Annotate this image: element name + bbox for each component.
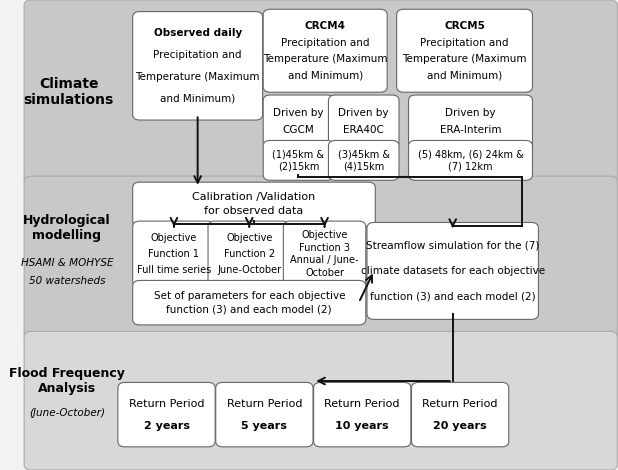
Text: Precipitation and: Precipitation and: [420, 38, 509, 47]
Text: Precipitation and: Precipitation and: [153, 50, 242, 60]
Text: Return Period: Return Period: [129, 399, 205, 408]
Text: Flood Frequency
Analysis: Flood Frequency Analysis: [9, 367, 125, 395]
Text: ERA-Interim: ERA-Interim: [440, 125, 501, 135]
Text: Hydrological
modelling: Hydrological modelling: [23, 214, 111, 242]
FancyBboxPatch shape: [263, 141, 334, 180]
Text: and Minimum): and Minimum): [287, 70, 363, 80]
Text: Objective: Objective: [302, 230, 348, 240]
Text: Driven by: Driven by: [445, 108, 496, 118]
Text: (4)15km: (4)15km: [343, 161, 384, 172]
Text: Temperature (Maximum: Temperature (Maximum: [402, 54, 527, 64]
Text: 2 years: 2 years: [143, 421, 190, 431]
Text: Annual / June-: Annual / June-: [290, 255, 359, 265]
Text: October: October: [305, 267, 344, 278]
Text: 20 years: 20 years: [433, 421, 487, 431]
FancyBboxPatch shape: [397, 9, 533, 92]
Text: Objective: Objective: [151, 233, 197, 243]
FancyBboxPatch shape: [216, 383, 313, 447]
FancyBboxPatch shape: [133, 281, 366, 325]
Text: ERA40C: ERA40C: [343, 125, 384, 135]
Text: Temperature (Maximum: Temperature (Maximum: [263, 54, 387, 64]
FancyBboxPatch shape: [408, 95, 533, 148]
Text: 50 watersheds: 50 watersheds: [28, 276, 105, 286]
Text: CGCM: CGCM: [282, 125, 315, 135]
Text: Function 3: Function 3: [299, 243, 350, 253]
Text: Precipitation and: Precipitation and: [281, 38, 370, 47]
Text: Return Period: Return Period: [324, 399, 400, 408]
Text: for observed data: for observed data: [205, 206, 303, 216]
Text: Set of parameters for each objective: Set of parameters for each objective: [153, 291, 345, 301]
Text: function (3) and each model (2): function (3) and each model (2): [370, 291, 536, 301]
FancyBboxPatch shape: [263, 95, 334, 148]
FancyBboxPatch shape: [284, 221, 366, 287]
Text: HSAMI & MOHYSE: HSAMI & MOHYSE: [20, 258, 113, 268]
Text: (2)15km: (2)15km: [278, 161, 319, 172]
FancyBboxPatch shape: [328, 95, 399, 148]
FancyBboxPatch shape: [118, 383, 215, 447]
FancyBboxPatch shape: [328, 141, 399, 180]
Text: (5) 48km, (6) 24km &: (5) 48km, (6) 24km &: [418, 149, 523, 159]
FancyBboxPatch shape: [367, 222, 538, 320]
Text: Full time series: Full time series: [137, 265, 211, 275]
Text: Return Period: Return Period: [227, 399, 302, 408]
Text: (June-October): (June-October): [29, 408, 105, 418]
Text: Function 1: Function 1: [148, 249, 200, 259]
FancyBboxPatch shape: [412, 383, 509, 447]
Text: June-October: June-October: [217, 265, 281, 275]
FancyBboxPatch shape: [263, 9, 387, 92]
FancyBboxPatch shape: [313, 383, 411, 447]
FancyBboxPatch shape: [133, 182, 375, 227]
Text: Observed daily: Observed daily: [153, 28, 242, 38]
FancyBboxPatch shape: [24, 331, 617, 470]
Text: Driven by: Driven by: [339, 108, 389, 118]
FancyBboxPatch shape: [208, 221, 290, 287]
Text: (1)45km &: (1)45km &: [273, 149, 324, 159]
Text: CRCM4: CRCM4: [305, 21, 345, 31]
Text: climate datasets for each objective: climate datasets for each objective: [361, 266, 544, 276]
Text: Return Period: Return Period: [422, 399, 498, 408]
Text: (7) 12km: (7) 12km: [448, 161, 493, 172]
FancyBboxPatch shape: [133, 12, 263, 120]
Text: Objective: Objective: [226, 233, 273, 243]
Text: 5 years: 5 years: [242, 421, 287, 431]
Text: Calibration /Validation: Calibration /Validation: [192, 192, 316, 203]
FancyBboxPatch shape: [24, 0, 617, 185]
Text: function (3) and each model (2): function (3) and each model (2): [166, 305, 332, 314]
Text: and Minimum): and Minimum): [427, 70, 502, 80]
Text: Function 2: Function 2: [224, 249, 275, 259]
Text: Climate
simulations: Climate simulations: [23, 77, 114, 107]
Text: Driven by: Driven by: [273, 108, 324, 118]
Text: Streamflow simulation for the (7): Streamflow simulation for the (7): [366, 241, 540, 251]
Text: and Minimum): and Minimum): [160, 94, 235, 104]
Text: CRCM5: CRCM5: [444, 21, 485, 31]
Text: 10 years: 10 years: [336, 421, 389, 431]
Text: Temperature (Maximum: Temperature (Maximum: [135, 72, 260, 82]
Text: (3)45km &: (3)45km &: [337, 149, 390, 159]
FancyBboxPatch shape: [24, 176, 617, 340]
FancyBboxPatch shape: [133, 221, 215, 287]
FancyBboxPatch shape: [408, 141, 533, 180]
